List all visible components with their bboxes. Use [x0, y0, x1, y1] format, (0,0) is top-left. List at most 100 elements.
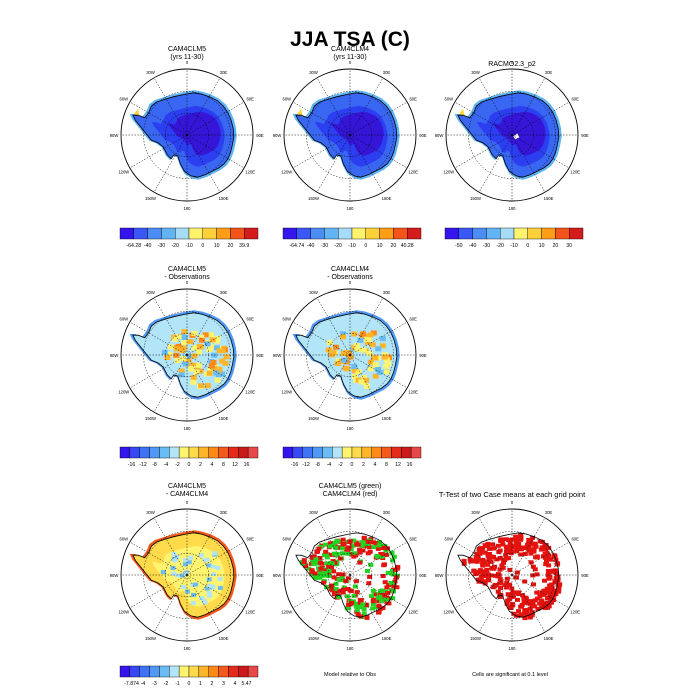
significant-cell — [547, 583, 553, 588]
significant-cell — [539, 598, 545, 603]
meridian — [129, 101, 188, 136]
significant-cell — [530, 573, 536, 578]
significant-cell — [346, 545, 352, 550]
colorbar-label: -2 — [175, 462, 180, 468]
significant-cell — [390, 569, 395, 573]
longitude-label: 150W — [308, 636, 319, 641]
significant-cell — [375, 554, 381, 559]
significant-cell — [515, 597, 520, 602]
significant-cell — [382, 595, 388, 600]
meridian — [511, 134, 570, 169]
significant-cell — [547, 557, 553, 562]
significant-cell — [378, 589, 384, 594]
significant-cell — [384, 546, 390, 551]
parallel — [143, 91, 231, 179]
colorbar-swatch — [149, 446, 160, 459]
significant-cell — [361, 611, 367, 616]
colorbar-label: 0 — [526, 243, 529, 249]
significant-cell — [366, 581, 372, 586]
significant-cell — [518, 612, 524, 617]
colorbar-swatch — [338, 227, 353, 240]
map-panel-clm5-obs: 0 30E 60E 90E 120E 150E 180 150W 120W 90W 60W 30W — [110, 280, 264, 431]
significant-cell — [353, 579, 359, 584]
colorbar-label: 40.28 — [401, 243, 414, 249]
significant-cell — [353, 604, 359, 609]
colorbar-swatch — [351, 227, 367, 240]
significant-cell — [354, 542, 360, 547]
colorbar-swatch — [218, 446, 229, 459]
bias-cell — [351, 373, 358, 379]
significant-cell — [509, 549, 515, 554]
map-border — [445, 508, 579, 642]
significant-cell — [486, 578, 492, 583]
bias-cell — [370, 330, 377, 336]
significant-cell — [482, 543, 488, 548]
significant-cell — [318, 566, 324, 571]
significant-cell — [487, 552, 492, 556]
panel-title-cam4clm4: CAM4CLM4 (yrs 11-30) — [255, 46, 445, 62]
significant-cell — [316, 546, 322, 551]
significant-cell — [306, 566, 312, 571]
longitude-label: 120W — [443, 170, 454, 175]
meridian — [349, 574, 408, 609]
significant-cell — [340, 551, 346, 556]
bias-cell — [369, 342, 376, 348]
colorbar-label: 10 — [214, 243, 220, 249]
significant-cell — [370, 540, 376, 545]
significant-cell — [365, 539, 371, 544]
meridian — [153, 77, 188, 136]
bias-cell — [355, 369, 362, 374]
longitude-label: 150E — [382, 416, 392, 421]
meridian — [511, 517, 546, 576]
longitude-label: 60E — [409, 317, 417, 322]
bias-cell — [206, 370, 213, 376]
colorbar-label: -10 — [348, 243, 356, 249]
significant-cell — [318, 572, 323, 576]
bias-cell — [354, 346, 361, 352]
colorbar-label: -1 — [175, 681, 180, 687]
meridian — [478, 134, 513, 193]
longitude-label: 30E — [545, 70, 553, 75]
meridian — [511, 574, 570, 609]
longitude-label: 150E — [544, 636, 554, 641]
significant-cell — [529, 613, 535, 618]
significant-cell — [505, 592, 511, 597]
significant-cell — [340, 587, 346, 592]
significant-cell — [352, 601, 358, 606]
significant-cell — [357, 560, 363, 565]
panel-title-line: (yrs 11-30) — [333, 54, 367, 61]
longitude-label: 120W — [118, 390, 129, 395]
colorbar-swatch — [365, 227, 380, 240]
longitude-label: 60E — [571, 97, 579, 102]
bias-cell — [375, 366, 381, 372]
longitude-label: 150W — [145, 636, 156, 641]
diff-cell — [184, 589, 190, 594]
bias-cell — [222, 360, 229, 366]
meridian — [316, 517, 351, 576]
parallel — [306, 91, 394, 179]
significant-cell — [485, 541, 491, 546]
significant-cell — [317, 556, 323, 560]
significant-cell — [321, 580, 327, 585]
colorbar-swatch — [159, 446, 170, 459]
longitude-label: 90E — [256, 353, 264, 358]
longitude-label: 120W — [118, 610, 129, 615]
coastline — [457, 532, 560, 618]
significant-cell — [309, 572, 315, 577]
significant-cell — [354, 608, 360, 613]
peninsula-warm — [134, 108, 140, 117]
significant-cell — [475, 569, 481, 574]
longitude-label: 90E — [419, 133, 427, 138]
colorbar-label: -4 — [164, 462, 169, 468]
colorbar-swatch — [129, 446, 140, 459]
longitude-label: 0 — [349, 280, 352, 285]
colorbar-swatch — [174, 227, 190, 240]
significant-cell — [364, 615, 370, 620]
significant-cell — [548, 597, 553, 602]
meridian — [316, 354, 351, 413]
significant-cell — [516, 590, 522, 595]
diff-cell — [204, 557, 210, 562]
map-panel-clm5-clm4: 0 30E 60E 90E 120E 150E 180 150W 120W 90W 60W 30W — [110, 500, 264, 651]
significant-cell — [539, 605, 545, 610]
longitude-label: 120E — [570, 610, 580, 615]
